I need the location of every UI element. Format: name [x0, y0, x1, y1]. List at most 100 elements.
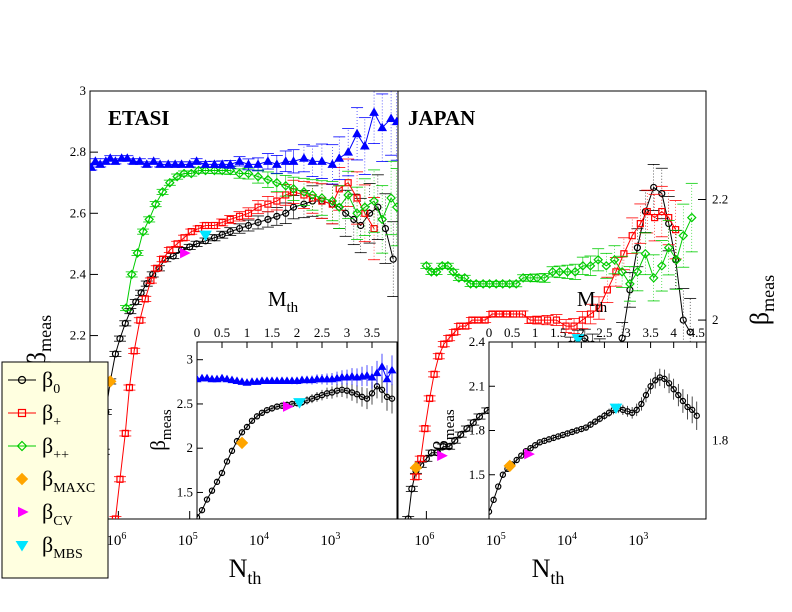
legend-marker: [18, 506, 29, 518]
inset-series-point-blue: [367, 372, 377, 381]
series-point-bpp: [593, 254, 604, 265]
right-inset-plot: 0 0.5 1 1.5 2 2.5 3 3.5 4 4.5 1.5 1.8 2.1 2.4: [469, 325, 705, 515]
inset-series-group: [197, 353, 397, 519]
series-point-bp: [426, 394, 434, 403]
inset-series-point-blue: [372, 368, 382, 377]
series-point-b0: [469, 418, 477, 427]
series-point-b0: [626, 286, 634, 294]
panel-title-japan: JAPAN: [408, 106, 475, 130]
inset-series-point-b0: [582, 424, 590, 431]
series-point-b0: [650, 183, 658, 192]
series-point-b0: [399, 606, 405, 612]
x-tick-label: 103: [628, 531, 648, 549]
series-point-b0: [218, 231, 226, 239]
series-point-b0: [357, 221, 365, 230]
series-point-bp: [658, 207, 666, 216]
series-point-bp: [254, 203, 262, 211]
series-point-bpp: [504, 279, 515, 289]
series-point-bp: [445, 334, 453, 342]
series-point-bpp: [179, 168, 189, 179]
series-point-bpp: [532, 273, 542, 283]
series-point-bpp: [209, 165, 220, 176]
legend-label: β++: [42, 433, 69, 463]
series-point-bp: [244, 209, 253, 217]
series-point-bpp: [421, 260, 432, 271]
inset-x-tick-label: 0.5: [214, 325, 230, 340]
series-point-bp: [474, 316, 482, 324]
inset-series-point-b0: [684, 403, 691, 411]
inset-series-point-b0: [628, 409, 636, 416]
series-point-b0: [193, 240, 201, 248]
series-point-bpp: [307, 190, 318, 200]
series-point-bpp: [547, 266, 558, 277]
inset-series-point-b0: [601, 412, 608, 419]
special-point-cv: [437, 450, 448, 462]
series-point-b0: [282, 209, 290, 217]
series-point-bp: [578, 316, 586, 324]
series-point-blue: [386, 113, 396, 123]
inset-series-point-b0: [490, 496, 497, 504]
series-point-blue: [225, 159, 236, 168]
y-axis-label-left: βmeas: [22, 315, 55, 365]
series-point-b0: [679, 316, 687, 324]
inset-y-label-right: βmeas: [429, 409, 458, 451]
series-point-bpp: [150, 199, 161, 209]
inset-series-point-b0: [228, 447, 236, 455]
inset-x-tick-label: 2: [294, 325, 301, 340]
inset-series-point-b0: [670, 386, 677, 393]
series-point-bpp: [525, 273, 536, 283]
series-point-bp: [187, 228, 195, 236]
series-group: [399, 164, 698, 612]
series-line-bpp: [125, 169, 398, 309]
series-point-bpp: [334, 202, 345, 213]
series-point-bpp: [193, 165, 204, 176]
inset-special-point-mbs: [609, 403, 623, 415]
series-point-bp: [603, 286, 611, 294]
legend-label: β0: [42, 367, 60, 397]
inset-y-tick-label: 1.5: [469, 467, 485, 482]
series-point-bp: [121, 429, 129, 437]
series-point-bpp: [200, 165, 211, 176]
series-point-bpp: [640, 248, 651, 259]
series-point-blue: [176, 159, 187, 168]
inset-series-point-blue: [202, 373, 212, 382]
series-point-bpp: [280, 180, 291, 191]
series-point-blue: [369, 107, 379, 116]
series-point-bpp: [253, 171, 263, 182]
inset-series-point-b0: [693, 412, 700, 419]
series-point-bpp: [570, 266, 581, 277]
series-point-blue: [343, 147, 354, 156]
inset-series-point-blue: [237, 377, 247, 385]
series-point-b0: [111, 350, 120, 358]
series-point-bpp: [369, 196, 379, 206]
legend-marker: [15, 541, 29, 552]
series-point-blue: [234, 156, 245, 165]
series-point-blue: [184, 159, 195, 168]
series-point-bpp: [497, 279, 508, 289]
special-point-cv: [180, 247, 191, 259]
series-point-bpp: [186, 168, 197, 179]
series-point-bp: [116, 475, 124, 483]
series-point-b0: [300, 200, 308, 208]
series-point-bp: [451, 328, 459, 336]
x-axis-label-right: Nth: [532, 554, 565, 588]
inset-series-point-b0: [596, 415, 604, 422]
inset-series-point-b0: [388, 395, 396, 402]
series-point-bpp: [609, 254, 620, 265]
inset-series-point-b0: [203, 496, 211, 503]
inset-series-point-b0: [238, 429, 246, 436]
series-point-b0: [210, 234, 219, 242]
series-point-b0: [686, 328, 694, 336]
x-tick-label: 105: [486, 531, 506, 549]
series-point-bp: [130, 347, 138, 355]
series-point-bp: [421, 424, 429, 433]
inset-x-tick-label: 0.5: [504, 325, 520, 340]
series-point-bpp: [317, 193, 327, 203]
series-point-bpp: [327, 196, 338, 206]
series-point-blue: [288, 156, 299, 165]
series-point-b0: [121, 319, 129, 327]
series-point-blue: [191, 156, 202, 165]
x-tick-label: 104: [249, 531, 269, 549]
series-point-b0: [116, 335, 124, 343]
inset-series-point-b0: [495, 483, 502, 490]
